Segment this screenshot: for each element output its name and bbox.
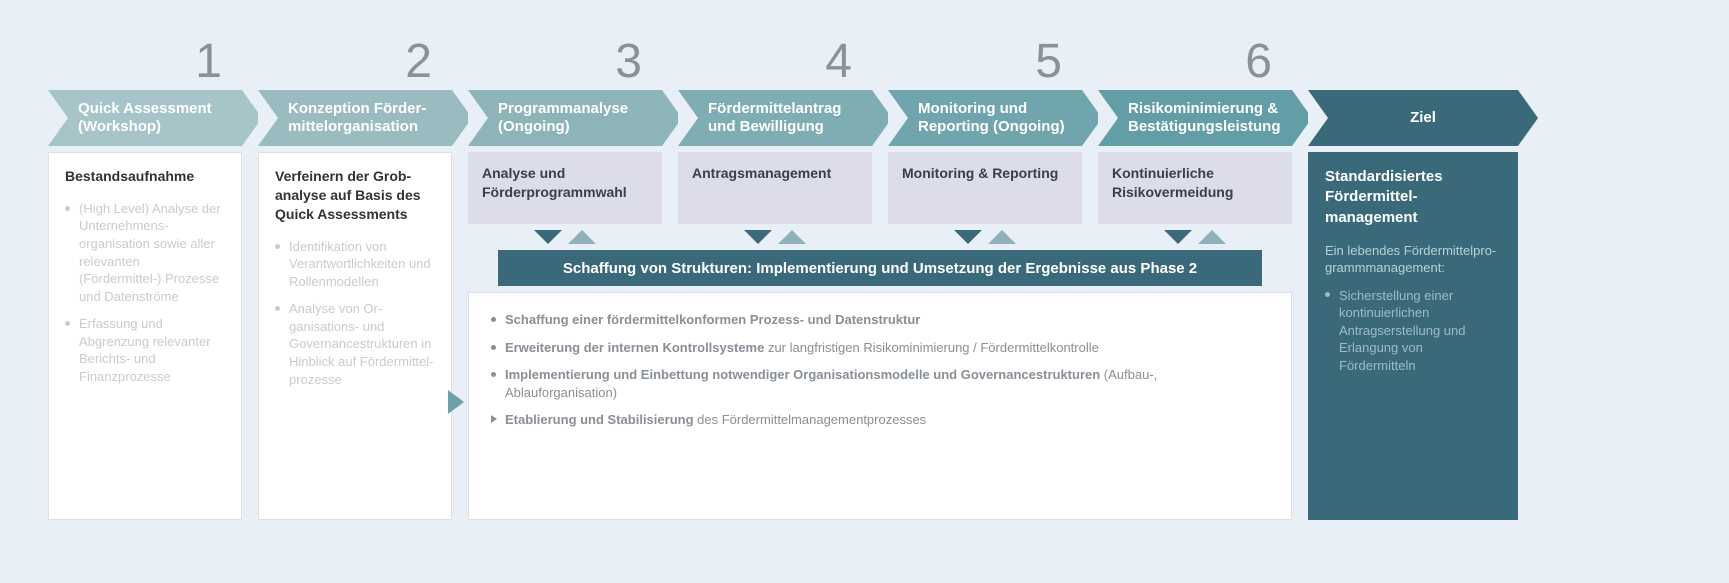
pill-connector-icon [678,230,872,244]
list-item: Etablierung und Stabilisierung des Förde… [491,411,1269,429]
phase2-to-implementation-arrow-icon [448,390,464,414]
bullet-bold: Implementierung und Einbettung notwendig… [505,367,1100,382]
bullet-rest: des Fördermittelmanagementprozesses [694,412,927,427]
stage-number: 6 [1245,34,1272,89]
bullet-bold: Schaffung einer fördermittelkonformen Pr… [505,312,920,327]
stage-bullets: (High Level) Analyse der Unternehmens­or… [65,200,225,385]
stage-card-1: Bestandsaufnahme (High Level) Analyse der… [48,152,242,520]
stage-arrow: Fördermittelantrag und Bewilligung [678,90,892,146]
stage-number: 5 [1035,34,1062,89]
bullet-bold: Erweiterung der internen Kontrollsysteme [505,340,764,355]
pill-connector-icon [468,230,662,244]
bullet-bold: Etablierung und Stabilisierung [505,412,694,427]
list-item: (High Level) Analyse der Unternehmens­or… [65,200,225,305]
goal-subtitle: Standardisiertes Fördermittel­management [1325,167,1501,228]
stage-number: 3 [615,34,642,89]
stage-number: 2 [405,34,432,89]
list-item: Implementierung und Einbettung notwendig… [491,366,1269,401]
stage-title: Fördermittelantrag und Bewilligung [708,100,862,136]
bullet-rest: zur langfristigen Risikominimierung / Fö… [764,340,1099,355]
list-item: Analyse von Or­ganisations- und Governan… [275,300,435,388]
stage-number: 1 [195,34,222,89]
stage-pill-3: Analyse und Förderprogrammwahl [468,152,662,224]
stage-title: Programmanalyse (Ongoing) [498,100,652,136]
stage-title: Monitoring und Reporting (Ongoing) [918,100,1072,136]
phase2-banner: Schaffung von Strukturen: Implementierun… [498,250,1262,286]
stage-card-2: Verfeinern der Grob­analyse auf Basis de… [258,152,452,520]
stage-arrow: Monitoring und Reporting (Ongoing) [888,90,1102,146]
stage-bullets: Identifikation von Verantwortlich­keiten… [275,238,435,388]
stage-pill-4: Antragsmanagement [678,152,872,224]
stage-pill-5: Monitoring & Reporting [888,152,1082,224]
stage-subtitle: Bestandsaufnahme [65,167,225,186]
list-item: Schaffung einer fördermittelkonformen Pr… [491,311,1269,329]
goal-arrow: Ziel [1308,90,1538,146]
list-item: Sicherstellung einer kontinuierlichen An… [1325,287,1501,375]
stage-title: Risikominimierung & Bestätigungsleistung [1128,100,1282,136]
stage-title: Quick Assessment (Workshop) [78,100,232,136]
list-item: Erfassung und Abgrenzung relevanter Beri… [65,315,225,385]
goal-bullets: Sicherstellung einer kontinuierlichen An… [1325,287,1501,375]
goal-title: Ziel [1410,109,1436,127]
list-item: Erweiterung der internen Kontrollsysteme… [491,339,1269,357]
stage-number: 4 [825,34,852,89]
goal-card: Standardisiertes Fördermittel­management… [1308,152,1518,520]
stage-subtitle: Verfeinern der Grob­analyse auf Basis de… [275,167,435,224]
list-item: Identifikation von Verantwortlich­keiten… [275,238,435,291]
pill-connector-icon [888,230,1082,244]
stage-arrow: Programmanalyse (Ongoing) [468,90,682,146]
stage-title: Konzeption Förder­mittelorganisation [288,100,442,136]
stage-arrow: Konzeption Förder­mittelorganisation [258,90,472,146]
shared-implementation-card: Schaffung einer fördermittelkonformen Pr… [468,292,1292,520]
stage-arrow: Risikominimierung & Bestätigungsleistung [1098,90,1312,146]
stage-pill-6: Kontinuierliche Risikovermeidung [1098,152,1292,224]
shared-bullets: Schaffung einer fördermittelkonformen Pr… [491,311,1269,429]
goal-lead: Ein lebendes Fördermittelpro­grammmanage… [1325,242,1501,277]
pill-connector-icon [1098,230,1292,244]
stage-arrow: Quick Assessment (Workshop) [48,90,262,146]
